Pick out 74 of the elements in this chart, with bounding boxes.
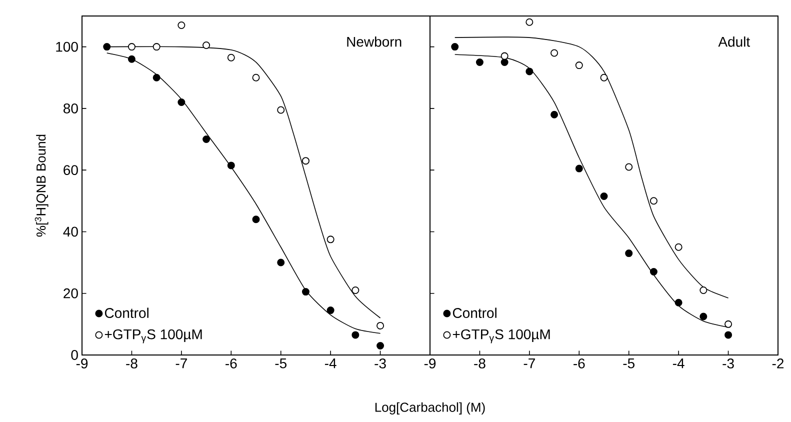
point	[526, 18, 534, 26]
x-tick-label: -6	[574, 358, 585, 368]
point	[650, 197, 658, 205]
legend-label: +GTP$_{γ}$S 100µM	[104, 329, 202, 344]
point	[376, 322, 384, 330]
point	[152, 43, 160, 51]
x-tick-label: -4	[324, 358, 336, 368]
point	[302, 288, 310, 296]
point	[128, 43, 136, 51]
y-tick-label: 80	[64, 103, 78, 114]
x-tick-label: -5	[623, 358, 634, 368]
point	[326, 236, 334, 244]
x-tick-label: -5	[275, 358, 286, 368]
y-axis-title: %[$^{3}$H]QNB Bound	[34, 134, 48, 237]
point	[724, 331, 732, 339]
point	[252, 74, 260, 82]
point	[600, 74, 608, 82]
point	[352, 286, 360, 294]
point	[202, 42, 210, 50]
point	[625, 163, 633, 171]
point	[600, 192, 608, 200]
point	[650, 268, 658, 276]
point	[526, 68, 534, 76]
point	[700, 312, 708, 320]
x-tick-label: -8	[474, 358, 486, 368]
x-tick-label: -2	[772, 358, 784, 368]
y-tick-label: 100	[56, 42, 78, 52]
x-tick-label: -7	[524, 358, 535, 368]
point	[352, 331, 360, 339]
point	[575, 164, 583, 172]
point	[550, 110, 558, 118]
legend-label: +GTP$_{γ}$S 100µM	[452, 329, 550, 344]
x-tick-label: -9	[76, 358, 88, 368]
x-tick-label: -3	[374, 358, 386, 368]
y-tick-label: 40	[63, 226, 78, 237]
point	[252, 216, 260, 224]
x-tick-label: -9	[424, 358, 436, 368]
point	[302, 157, 310, 165]
x-tick-label: -3	[722, 358, 734, 368]
point	[674, 243, 682, 251]
point	[128, 55, 136, 63]
y-tick-label: 60	[64, 165, 78, 176]
point	[575, 62, 583, 70]
annotation: Newborn	[347, 36, 402, 47]
point	[476, 58, 484, 66]
x-tick-label: -6	[226, 358, 237, 368]
x-axis-title: Log[Carbachol] (M)	[375, 402, 485, 414]
point	[625, 250, 633, 258]
point	[277, 106, 285, 114]
annotation: Adult	[718, 36, 750, 47]
point	[152, 74, 160, 82]
point	[103, 43, 111, 51]
x-tick-label: -7	[176, 358, 187, 368]
point	[227, 162, 235, 170]
x-tick-label: -4	[672, 358, 684, 368]
point	[178, 21, 186, 29]
x-tick-label: -8	[126, 358, 138, 368]
y-tick-label: 0	[71, 350, 78, 360]
point	[451, 43, 459, 51]
point	[178, 98, 186, 106]
point	[500, 58, 508, 66]
point	[202, 136, 210, 144]
point	[550, 49, 558, 57]
y-tick-label: 20	[64, 288, 78, 298]
point	[500, 52, 508, 60]
point	[724, 320, 732, 328]
point	[700, 286, 708, 294]
point	[227, 54, 235, 62]
legend-label: Control	[104, 308, 148, 318]
point	[376, 342, 384, 350]
legend-label: Control	[452, 308, 496, 318]
point	[277, 258, 285, 266]
point	[674, 298, 682, 306]
point	[326, 306, 334, 314]
